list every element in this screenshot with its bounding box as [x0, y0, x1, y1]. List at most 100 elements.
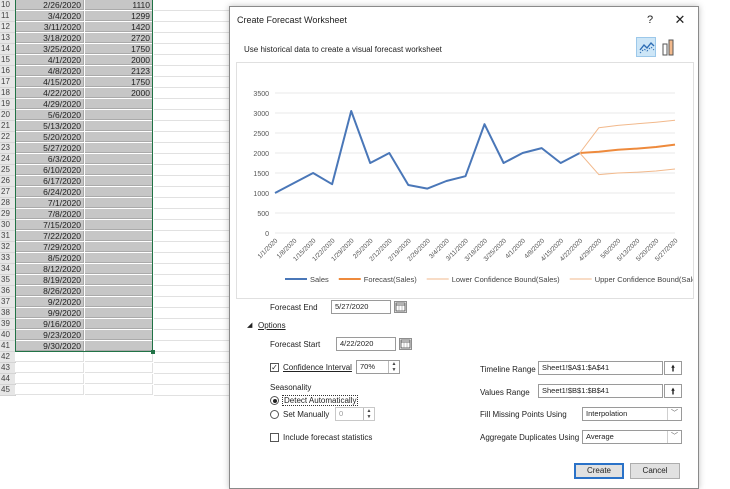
date-cell[interactable]: 4/22/2020 [15, 88, 84, 98]
options-label[interactable]: Options [258, 321, 286, 330]
sales-cell[interactable]: 2000 [85, 88, 153, 98]
fill-handle[interactable] [151, 350, 155, 354]
sales-cell[interactable] [85, 154, 153, 164]
empty-cell[interactable] [154, 385, 230, 396]
date-cell[interactable]: 9/16/2020 [15, 319, 84, 329]
empty-cell[interactable] [154, 297, 230, 308]
sales-cell[interactable] [85, 264, 153, 274]
sales-cell[interactable] [85, 176, 153, 186]
date-cell[interactable]: 7/1/2020 [15, 198, 84, 208]
options-collapse-icon[interactable]: ◢ [247, 322, 253, 329]
row-header[interactable]: 11 [0, 11, 16, 22]
sales-cell[interactable] [85, 352, 153, 362]
date-cell[interactable]: 6/24/2020 [15, 187, 84, 197]
date-cell[interactable]: 8/26/2020 [15, 286, 84, 296]
row-header[interactable]: 42 [0, 352, 16, 363]
date-cell[interactable]: 5/13/2020 [15, 121, 84, 131]
date-cell[interactable]: 5/6/2020 [15, 110, 84, 120]
empty-cell[interactable] [154, 374, 230, 385]
empty-cell[interactable] [154, 286, 230, 297]
empty-cell[interactable] [154, 88, 230, 99]
row-header[interactable]: 29 [0, 209, 16, 220]
empty-cell[interactable] [154, 176, 230, 187]
sales-cell[interactable]: 2720 [85, 33, 153, 43]
values-range-field[interactable]: Sheet1!$B$1:$B$41 [538, 384, 663, 398]
sales-cell[interactable]: 1420 [85, 22, 153, 32]
sales-cell[interactable] [85, 286, 153, 296]
row-header[interactable]: 34 [0, 264, 16, 275]
date-cell[interactable]: 8/19/2020 [15, 275, 84, 285]
spinner-arrows-icon[interactable]: ▲ ▼ [388, 361, 399, 373]
row-header[interactable]: 27 [0, 187, 16, 198]
sales-cell[interactable] [85, 187, 153, 197]
collapse-dialog-icon[interactable]: 🠙 [664, 361, 682, 375]
sales-cell[interactable] [85, 143, 153, 153]
close-icon[interactable]: ✕ [674, 12, 686, 27]
spinner-arrows-icon[interactable]: ▲ ▼ [363, 408, 374, 420]
empty-cell[interactable] [154, 231, 230, 242]
date-cell[interactable]: 3/18/2020 [15, 33, 84, 43]
fill-missing-dropdown[interactable]: Interpolation ﹀ [582, 407, 682, 421]
sales-cell[interactable] [85, 220, 153, 230]
sales-cell[interactable] [85, 319, 153, 329]
empty-cell[interactable] [154, 363, 230, 374]
date-cell[interactable]: 4/15/2020 [15, 77, 84, 87]
line-chart-button[interactable] [636, 37, 656, 57]
row-header[interactable]: 25 [0, 165, 16, 176]
sales-cell[interactable] [85, 132, 153, 142]
empty-cell[interactable] [154, 187, 230, 198]
row-header[interactable]: 35 [0, 275, 16, 286]
column-chart-button[interactable] [660, 37, 680, 57]
sales-cell[interactable] [85, 330, 153, 340]
date-cell[interactable]: 9/9/2020 [15, 308, 84, 318]
detect-automatically-radio[interactable] [270, 396, 279, 405]
sales-cell[interactable] [85, 121, 153, 131]
sales-cell[interactable] [85, 297, 153, 307]
row-header[interactable]: 26 [0, 176, 16, 187]
date-cell[interactable]: 5/20/2020 [15, 132, 84, 142]
timeline-range-field[interactable]: Sheet1!$A$1:$A$41 [538, 361, 663, 375]
empty-cell[interactable] [154, 264, 230, 275]
empty-cell[interactable] [154, 143, 230, 154]
row-header[interactable]: 24 [0, 154, 16, 165]
date-cell[interactable]: 6/3/2020 [15, 154, 84, 164]
spreadsheet-grid[interactable]: 10 2/26/2020 1110 11 3/4/2020 1299 12 3/11/2020… [0, 0, 230, 487]
date-cell[interactable]: 6/10/2020 [15, 165, 84, 175]
calendar-icon[interactable] [399, 338, 412, 350]
row-header[interactable]: 17 [0, 77, 16, 88]
row-header[interactable]: 22 [0, 132, 16, 143]
sales-cell[interactable] [85, 253, 153, 263]
date-cell[interactable]: 2/26/2020 [15, 0, 84, 10]
date-cell[interactable] [15, 363, 84, 373]
sales-cell[interactable] [85, 275, 153, 285]
sales-cell[interactable] [85, 385, 153, 395]
sales-cell[interactable] [85, 308, 153, 318]
row-header[interactable]: 15 [0, 55, 16, 66]
row-header[interactable]: 18 [0, 88, 16, 99]
empty-cell[interactable] [154, 198, 230, 209]
empty-cell[interactable] [154, 319, 230, 330]
date-cell[interactable]: 4/8/2020 [15, 66, 84, 76]
empty-cell[interactable] [154, 275, 230, 286]
row-header[interactable]: 37 [0, 297, 16, 308]
empty-cell[interactable] [154, 0, 230, 11]
date-cell[interactable]: 6/17/2020 [15, 176, 84, 186]
help-icon[interactable]: ? [646, 14, 654, 26]
sales-cell[interactable]: 2000 [85, 55, 153, 65]
empty-cell[interactable] [154, 154, 230, 165]
aggregate-duplicates-dropdown[interactable]: Average ﹀ [582, 430, 682, 444]
row-header[interactable]: 16 [0, 66, 16, 77]
forecast-end-field[interactable]: 5/27/2020 [331, 300, 391, 314]
row-header[interactable]: 31 [0, 231, 16, 242]
sales-cell[interactable]: 2123 [85, 66, 153, 76]
empty-cell[interactable] [154, 341, 230, 352]
empty-cell[interactable] [154, 99, 230, 110]
row-header[interactable]: 38 [0, 308, 16, 319]
date-cell[interactable]: 9/30/2020 [15, 341, 84, 351]
sales-cell[interactable] [85, 99, 153, 109]
set-manually-spinner[interactable]: 0 ▲ ▼ [335, 407, 375, 421]
empty-cell[interactable] [154, 66, 230, 77]
empty-cell[interactable] [154, 11, 230, 22]
row-header[interactable]: 39 [0, 319, 16, 330]
empty-cell[interactable] [154, 77, 230, 88]
